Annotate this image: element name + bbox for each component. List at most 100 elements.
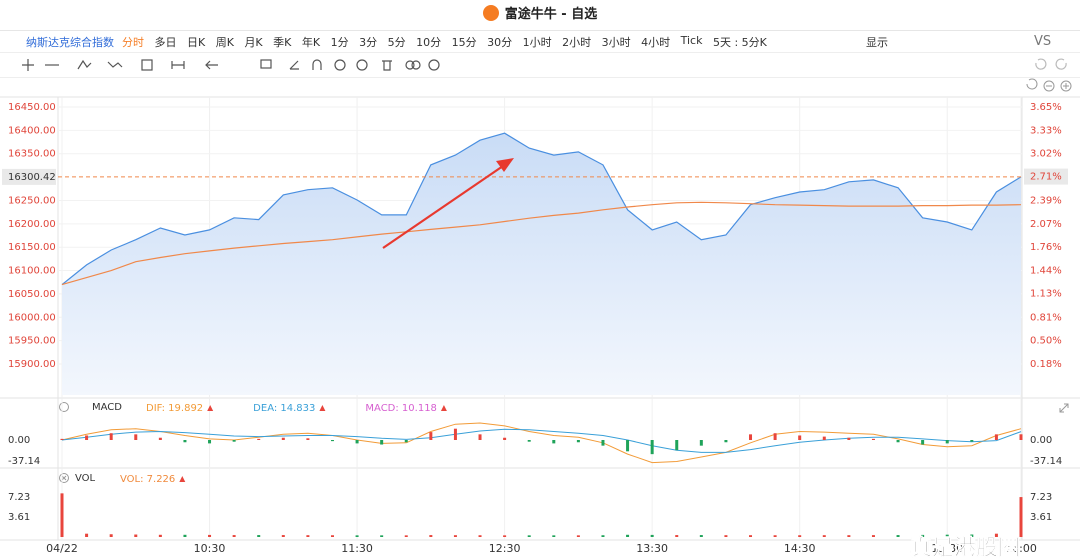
period-tab[interactable]: 15分 <box>451 35 477 49</box>
period-tab[interactable]: 5分 <box>387 35 406 49</box>
trend-triangle <box>179 476 186 482</box>
rect-tool[interactable] <box>141 59 153 71</box>
volume-bar <box>724 535 728 537</box>
volume-bar <box>453 535 457 537</box>
volume-bar <box>798 535 802 537</box>
settings-tool[interactable] <box>428 59 440 71</box>
macd-bar <box>109 433 113 440</box>
period-tab[interactable]: 3分 <box>359 35 378 49</box>
period-tab[interactable]: Tick <box>680 33 703 47</box>
volume-bar <box>994 533 998 537</box>
macd-bar <box>208 440 212 444</box>
macd-bar <box>650 440 654 455</box>
y2-tick-label: 0.81% <box>1030 312 1062 323</box>
trend-triangle <box>319 405 326 411</box>
period-tab[interactable]: 1小时 <box>522 35 552 49</box>
period-tab[interactable]: 周K <box>215 35 234 49</box>
undo-button[interactable] <box>1035 58 1047 70</box>
volume-bar <box>552 535 556 537</box>
path-tool[interactable] <box>77 59 92 70</box>
y2-tick-label: -37.14 <box>1030 456 1062 467</box>
y2-tick-label: 2.39% <box>1030 195 1062 206</box>
delete-tool[interactable] <box>382 60 392 71</box>
macd-bar <box>404 440 408 443</box>
last-price-label: 16300.42 <box>8 172 56 183</box>
volume-bar <box>576 535 580 537</box>
annotation-arrow <box>382 158 514 249</box>
arrow-tool[interactable] <box>205 60 218 70</box>
link-tool[interactable] <box>405 60 415 70</box>
macd-bar <box>527 440 531 442</box>
chart-controls[interactable] <box>59 78 1072 483</box>
chart-layer: 04/22 10:30 11:30 12:30 13:30 14:30 15:30 16:00… <box>2 97 1068 555</box>
y-tick-label: -37.14 <box>8 456 40 467</box>
period-tab[interactable]: 年K <box>301 35 321 49</box>
move-tool[interactable] <box>22 59 34 71</box>
period-tab[interactable]: 多日 <box>154 35 177 49</box>
macd-bar <box>675 440 679 451</box>
y-tick-label: 16250.00 <box>8 195 56 206</box>
x-tick-label: 15:30 <box>931 542 963 555</box>
period-tab[interactable]: 2小时 <box>562 35 592 49</box>
macd-bar <box>503 437 507 440</box>
volume-bar <box>306 535 310 537</box>
volume-bar <box>773 535 777 537</box>
period-tab[interactable]: 月K <box>244 35 263 49</box>
volume-bar <box>85 533 89 537</box>
volume-bar <box>330 535 334 537</box>
multi-day[interactable]: 5天 : 5分K <box>712 35 767 49</box>
macd-bar <box>134 434 138 440</box>
macd-bar <box>724 440 728 443</box>
macd-bar <box>798 435 802 440</box>
macd-bar <box>773 433 777 440</box>
x-tick-label: 04/22 <box>46 542 78 555</box>
period-tab[interactable]: 3小时 <box>601 35 631 49</box>
lock-tool[interactable] <box>334 59 346 71</box>
wave-tool[interactable] <box>107 61 123 68</box>
volume-bar <box>208 534 212 537</box>
macd-bar <box>1019 434 1023 440</box>
macd-bar <box>994 434 998 440</box>
hide-tool[interactable] <box>356 59 368 71</box>
display-menu[interactable]: 显示 <box>866 35 888 49</box>
volume-bar <box>626 534 630 537</box>
last-change-box <box>1024 168 1068 185</box>
symbol-name[interactable]: 纳斯达克综合指数 <box>26 35 114 49</box>
period-tab[interactable]: 日K <box>187 35 206 49</box>
compare-button[interactable]: VS <box>1034 34 1052 49</box>
y-tick-label: 16350.00 <box>8 149 56 160</box>
period-tab[interactable]: 10分 <box>416 35 442 49</box>
legend-label: VOL: 7.226 <box>120 474 175 485</box>
y-tick-label: 15950.00 <box>8 336 56 347</box>
y-tick-label: 15900.00 <box>8 359 56 370</box>
trend-triangle <box>440 405 447 411</box>
volume-bar <box>945 534 949 537</box>
volume-bar <box>921 534 925 537</box>
period-tab[interactable]: 分时 <box>122 35 144 49</box>
window-title: 富途牛牛 - 自选 <box>504 7 598 22</box>
macd-bar <box>158 437 162 440</box>
period-tab[interactable]: 4小时 <box>641 35 671 49</box>
x-tick-label: 12:30 <box>489 542 521 555</box>
magnet-tool[interactable] <box>312 59 322 70</box>
period-tab[interactable]: 30分 <box>487 35 513 49</box>
macd-bar <box>60 438 64 440</box>
y-tick-label: 16200.00 <box>8 219 56 230</box>
macd-bar <box>576 440 580 443</box>
angle-tool[interactable] <box>289 60 299 70</box>
volume-bar <box>478 535 482 537</box>
watermark: 真是港股圈 <box>910 535 1020 560</box>
macd-bar <box>453 428 457 440</box>
x-tick-label: 16:00 <box>1005 542 1037 555</box>
y-tick-label: 16050.00 <box>8 289 56 300</box>
period-tab[interactable]: 1分 <box>330 35 349 49</box>
legend-label: DIF: 19.892 <box>146 403 203 414</box>
volume-bar <box>822 535 826 537</box>
measure-tool[interactable] <box>171 61 185 69</box>
macd-bar <box>601 440 605 446</box>
note-tool[interactable] <box>260 59 272 69</box>
volume-bar <box>380 535 384 537</box>
period-tab[interactable]: 季K <box>273 35 292 49</box>
macd-bar <box>330 440 334 442</box>
redo-button[interactable] <box>1055 58 1067 70</box>
